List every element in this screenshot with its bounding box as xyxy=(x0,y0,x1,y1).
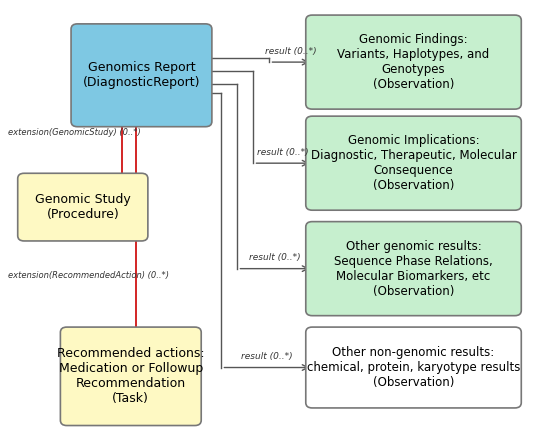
Text: Other non-genomic results:
chemical, protein, karyotype results
(Observation): Other non-genomic results: chemical, pro… xyxy=(307,346,520,389)
FancyBboxPatch shape xyxy=(60,327,201,425)
Text: result (0..*): result (0..*) xyxy=(265,47,317,56)
FancyBboxPatch shape xyxy=(306,116,521,210)
Text: result (0..*): result (0..*) xyxy=(257,148,309,157)
FancyBboxPatch shape xyxy=(306,327,521,408)
Text: extension(RecommendedAction) (0..*): extension(RecommendedAction) (0..*) xyxy=(8,271,169,280)
Text: Other genomic results:
Sequence Phase Relations,
Molecular Biomarkers, etc
(Obse: Other genomic results: Sequence Phase Re… xyxy=(334,240,493,298)
FancyBboxPatch shape xyxy=(306,15,521,109)
Text: Recommended actions:
Medication or Followup
Recommendation
(Task): Recommended actions: Medication or Follo… xyxy=(57,347,204,405)
Text: Genomic Study
(Procedure): Genomic Study (Procedure) xyxy=(35,193,130,221)
Text: Genomic Implications:
Diagnostic, Therapeutic, Molecular
Consequence
(Observatio: Genomic Implications: Diagnostic, Therap… xyxy=(311,134,516,192)
Text: extension(GenomicStudy) (0..*): extension(GenomicStudy) (0..*) xyxy=(8,128,141,137)
FancyBboxPatch shape xyxy=(71,24,212,127)
FancyBboxPatch shape xyxy=(18,173,148,241)
FancyBboxPatch shape xyxy=(306,222,521,316)
Text: result (0..*): result (0..*) xyxy=(249,253,301,262)
Text: Genomic Findings:
Variants, Haplotypes, and
Genotypes
(Observation): Genomic Findings: Variants, Haplotypes, … xyxy=(338,33,490,91)
Text: Genomics Report
(DiagnosticReport): Genomics Report (DiagnosticReport) xyxy=(83,61,200,89)
Text: result (0..*): result (0..*) xyxy=(241,352,293,361)
